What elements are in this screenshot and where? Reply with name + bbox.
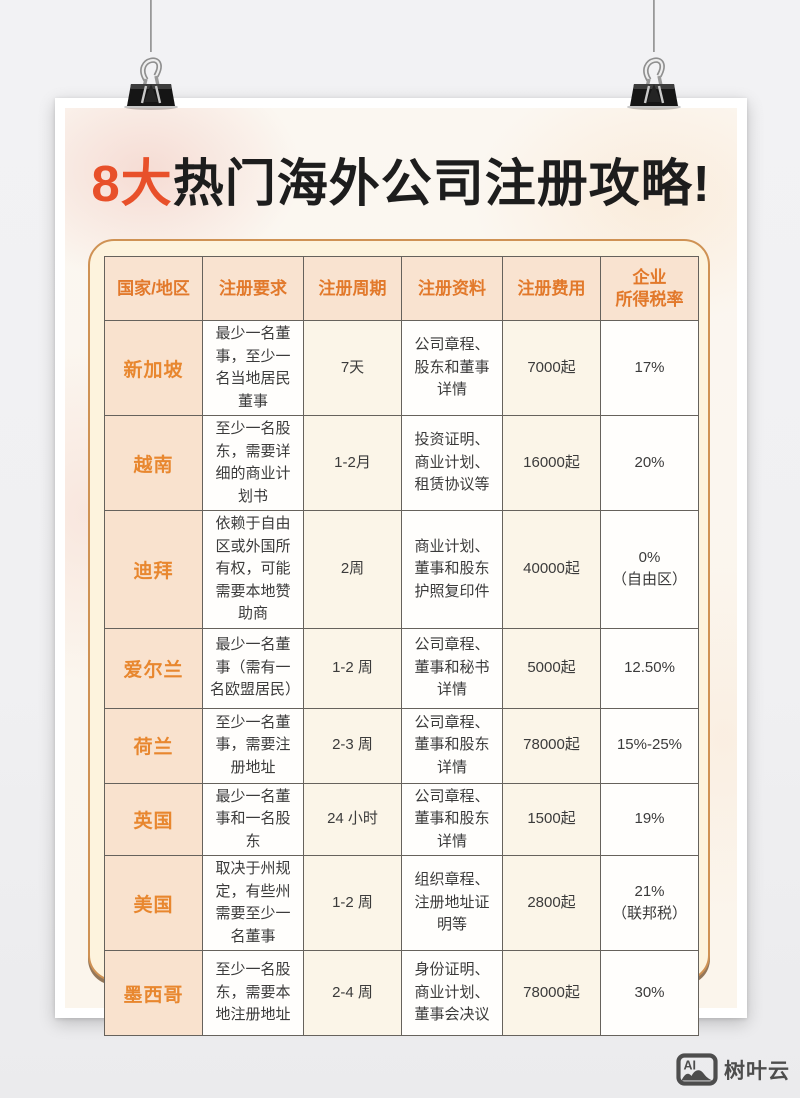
poster-title: 8大热门海外公司注册攻略! (55, 142, 747, 216)
country-cell: 爱尔兰 (104, 627, 203, 709)
requirements-cell: 最少一名董事和一名股东 (202, 782, 304, 856)
materials-cell: 公司章程、董事和股东详情 (401, 707, 503, 784)
fee-cell: 2800起 (502, 855, 601, 951)
tax-cell: 15%-25% (600, 707, 699, 784)
requirements-cell: 依赖于自由区或外国所有权，可能需要本地赞助商 (202, 510, 304, 629)
title-rest: 热门海外公司注册攻略! (172, 155, 711, 212)
tax-cell: 0% （自由区） (600, 510, 699, 629)
registration-table: 国家/地区 注册要求 注册周期 注册资料 注册费用 企业 所得税率 新加坡 最少… (104, 256, 699, 1036)
country-cell: 越南 (104, 415, 203, 511)
binder-clip-left (124, 57, 178, 110)
header-fee: 注册费用 (502, 256, 601, 321)
fee-cell: 1500起 (502, 782, 601, 856)
header-requirements: 注册要求 (202, 256, 304, 321)
materials-cell: 公司章程、董事和秘书详情 (401, 627, 503, 709)
header-country: 国家/地区 (104, 256, 203, 321)
period-cell: 7天 (303, 320, 402, 416)
brand-name: 树叶云 (724, 1059, 790, 1083)
materials-cell: 身份证明、商业计划、董事会决议 (401, 950, 503, 1036)
period-cell: 2-3 周 (303, 707, 402, 784)
fee-cell: 78000起 (502, 950, 601, 1036)
country-cell: 英国 (104, 782, 203, 856)
table-row: 新加坡 最少一名董事，至少一名当地居民董事 7天 公司章程、股东和董事详情 70… (104, 320, 699, 416)
fee-cell: 16000起 (502, 415, 601, 511)
table-card: 国家/地区 注册要求 注册周期 注册资料 注册费用 企业 所得税率 新加坡 最少… (88, 239, 710, 1036)
period-cell: 24 小时 (303, 782, 402, 856)
table-header: 国家/地区 注册要求 注册周期 注册资料 注册费用 企业 所得税率 (104, 256, 699, 321)
country-cell: 墨西哥 (104, 950, 203, 1036)
country-cell: 美国 (104, 855, 203, 951)
svg-text:AI: AI (684, 1059, 697, 1073)
period-cell: 1-2 周 (303, 855, 402, 951)
header-tax: 企业 所得税率 (600, 256, 699, 321)
requirements-cell: 至少一名股东，需要详细的商业计划书 (202, 415, 304, 511)
table-row: 荷兰 至少一名董事，需要注册地址 2-3 周 公司章程、董事和股东详情 7800… (104, 707, 699, 784)
title-highlight: 8大 (91, 155, 173, 212)
period-cell: 1-2月 (303, 415, 402, 511)
tax-cell: 17% (600, 320, 699, 416)
brand-watermark: AI 树叶云 (676, 1053, 790, 1086)
ai-image-icon: AI (676, 1053, 718, 1086)
country-cell: 迪拜 (104, 510, 203, 629)
table-row: 美国 取决于州规定，有些州需要至少一名董事 1-2 周 组织章程、注册地址证明等… (104, 855, 699, 951)
table-row: 英国 最少一名董事和一名股东 24 小时 公司章程、董事和股东详情 1500起 … (104, 782, 699, 856)
header-period: 注册周期 (303, 256, 402, 321)
tax-cell: 21% （联邦税） (600, 855, 699, 951)
requirements-cell: 最少一名董事（需有一名欧盟居民） (202, 627, 304, 709)
table-row: 墨西哥 至少一名股东，需要本地注册地址 2-4 周 身份证明、商业计划、董事会决… (104, 950, 699, 1036)
materials-cell: 公司章程、股东和董事详情 (401, 320, 503, 416)
country-cell: 荷兰 (104, 707, 203, 784)
fee-cell: 7000起 (502, 320, 601, 416)
fee-cell: 5000起 (502, 627, 601, 709)
materials-cell: 投资证明、商业计划、租赁协议等 (401, 415, 503, 511)
table-row: 越南 至少一名股东，需要详细的商业计划书 1-2月 投资证明、商业计划、租赁协议… (104, 415, 699, 511)
tax-cell: 19% (600, 782, 699, 856)
requirements-cell: 至少一名股东，需要本地注册地址 (202, 950, 304, 1036)
requirements-cell: 至少一名董事，需要注册地址 (202, 707, 304, 784)
requirements-cell: 最少一名董事，至少一名当地居民董事 (202, 320, 304, 416)
hanging-string-right (653, 0, 655, 52)
period-cell: 1-2 周 (303, 627, 402, 709)
tax-cell: 30% (600, 950, 699, 1036)
fee-cell: 40000起 (502, 510, 601, 629)
table-row: 迪拜 依赖于自由区或外国所有权，可能需要本地赞助商 2周 商业计划、董事和股东护… (104, 510, 699, 629)
country-cell: 新加坡 (104, 320, 203, 416)
materials-cell: 组织章程、注册地址证明等 (401, 855, 503, 951)
period-cell: 2周 (303, 510, 402, 629)
fee-cell: 78000起 (502, 707, 601, 784)
binder-clip-right (627, 57, 681, 110)
poster: 8大热门海外公司注册攻略! 国家/地区 注册要求 注册周期 注册资料 注册费用 … (55, 98, 747, 1036)
header-materials: 注册资料 (401, 256, 503, 321)
hanging-string-left (150, 0, 152, 52)
tax-cell: 12.50% (600, 627, 699, 709)
table-body: 新加坡 最少一名董事，至少一名当地居民董事 7天 公司章程、股东和董事详情 70… (104, 320, 699, 1036)
header-row: 国家/地区 注册要求 注册周期 注册资料 注册费用 企业 所得税率 (104, 256, 699, 321)
table-row: 爱尔兰 最少一名董事（需有一名欧盟居民） 1-2 周 公司章程、董事和秘书详情 … (104, 627, 699, 709)
materials-cell: 公司章程、董事和股东详情 (401, 782, 503, 856)
requirements-cell: 取决于州规定，有些州需要至少一名董事 (202, 855, 304, 951)
period-cell: 2-4 周 (303, 950, 402, 1036)
materials-cell: 商业计划、董事和股东护照复印件 (401, 510, 503, 629)
tax-cell: 20% (600, 415, 699, 511)
